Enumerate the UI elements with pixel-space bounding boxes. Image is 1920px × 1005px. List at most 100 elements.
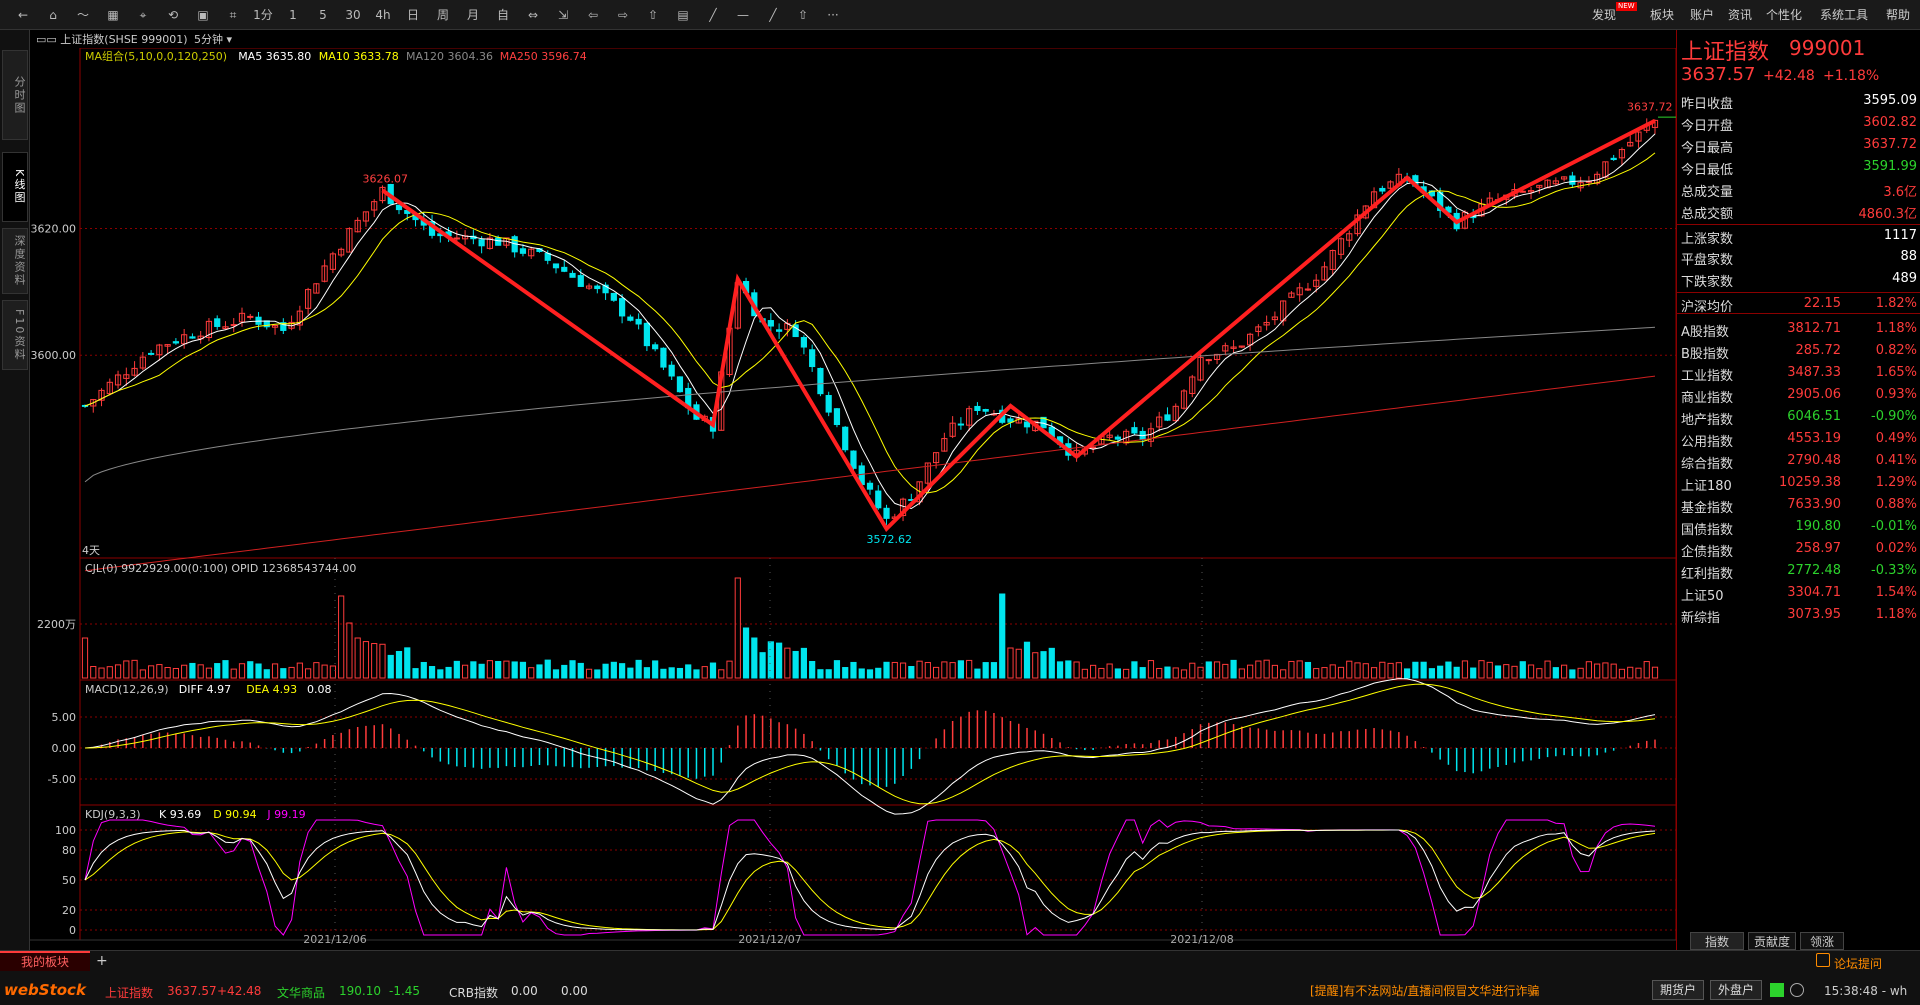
fraud-notice[interactable]: [提醒]有不法网站/直播间假冒文华进行诈骗	[1310, 984, 1540, 998]
candle-body	[817, 367, 824, 395]
toolbar-button-24[interactable]: —	[737, 8, 749, 22]
menu-item-5[interactable]: 系统工具	[1820, 8, 1869, 22]
ticker-name[interactable]: CRB指数	[449, 986, 498, 1000]
index-pct: -0.01%	[1871, 519, 1917, 534]
toolbar-button-18[interactable]: ⇲	[557, 8, 569, 22]
volume-bar	[916, 660, 923, 679]
forum-link[interactable]: 论坛提问	[1834, 957, 1883, 971]
kdj-tick: 0	[69, 924, 76, 937]
quote-change: +42.48	[1763, 68, 1815, 84]
my-board-tab[interactable]: 我的板块	[0, 951, 90, 971]
volume-bar	[792, 650, 799, 679]
toolbar-button-21[interactable]: ⇧	[647, 8, 659, 22]
index-row[interactable]: A股指数 3812.71 1.18%	[1677, 318, 1920, 340]
candle-body	[627, 316, 634, 321]
volume-bar	[1098, 667, 1105, 679]
quote-tab-1[interactable]: 贡献度	[1748, 932, 1796, 950]
candle-body	[156, 344, 163, 356]
menu-item-0[interactable]: 发现	[1592, 8, 1617, 22]
volume-bar	[1453, 666, 1460, 679]
kdj-tick: 80	[62, 844, 76, 857]
menu-item-2[interactable]: 账户	[1690, 8, 1715, 22]
quote-tab-0[interactable]: 指数	[1690, 932, 1744, 950]
macd-legend-item: 0.08	[307, 683, 332, 696]
side-tab-0[interactable]: 分时图	[2, 50, 28, 140]
menu-item-1[interactable]: 板块	[1650, 8, 1675, 22]
volume-bar	[1139, 667, 1146, 679]
toolbar-button-22[interactable]: ▤	[677, 8, 689, 22]
date-label: 2021/12/07	[738, 933, 801, 946]
volume-bar	[528, 667, 535, 679]
toolbar-button-9[interactable]: 1	[289, 8, 297, 22]
volume-bar	[784, 647, 791, 679]
toolbar-button-17[interactable]: ⇔	[527, 8, 539, 22]
kline-chart[interactable]: ▭▭ 上证指数(SHSE 999001) 5分钟 ▾ MA组合(5,10,0,0,1…	[30, 30, 1677, 950]
volume-bar	[1164, 666, 1171, 679]
index-row[interactable]: 国债指数 190.80 -0.01%	[1677, 516, 1920, 538]
index-row[interactable]: 工业指数 3487.33 1.65%	[1677, 362, 1920, 384]
candle-body	[982, 409, 989, 412]
volume-bar	[1519, 661, 1526, 679]
menu-item-6[interactable]: 帮助	[1886, 8, 1911, 22]
toolbar-button-1[interactable]: ⌂	[49, 8, 57, 22]
side-tab-1[interactable]: K线图	[2, 152, 28, 222]
toolbar-button-15[interactable]: 月	[466, 8, 479, 22]
toolbar-button-27[interactable]: ···	[827, 8, 839, 22]
index-row[interactable]: 综合指数 2790.48 0.41%	[1677, 450, 1920, 472]
toolbar-button-16[interactable]: 自	[496, 8, 509, 22]
toolbar-button-5[interactable]: ⟲	[167, 8, 179, 22]
toolbar-button-20[interactable]: ⇨	[617, 8, 629, 22]
toolbar-button-13[interactable]: 日	[406, 8, 419, 22]
index-row[interactable]: 基金指数 7633.90 0.88%	[1677, 494, 1920, 516]
menu-item-4[interactable]: 个性化	[1766, 8, 1803, 22]
candle-body	[577, 275, 584, 287]
side-tab-3[interactable]: F10资料	[2, 300, 28, 370]
quote-tab-2[interactable]: 领涨	[1800, 932, 1844, 950]
index-row[interactable]: 上证50 3304.71 1.54%	[1677, 582, 1920, 604]
add-board-button[interactable]: +	[96, 953, 108, 969]
candle-body	[635, 318, 642, 325]
toolbar-button-8[interactable]: 1分	[253, 8, 273, 22]
volume-bar	[148, 665, 155, 679]
volume-bar	[817, 669, 824, 679]
ticker-name[interactable]: 文华商品	[277, 986, 326, 1000]
connection-icon	[1770, 983, 1784, 997]
index-row[interactable]: 新综指 3073.95 1.18%	[1677, 604, 1920, 626]
index-row[interactable]: 企债指数 258.97 0.02%	[1677, 538, 1920, 560]
ticker-name[interactable]: 上证指数	[105, 986, 154, 1000]
index-row[interactable]: 公用指数 4553.19 0.49%	[1677, 428, 1920, 450]
side-tab-2[interactable]: 深度资料	[2, 228, 28, 294]
chart-area[interactable]: ▭▭ 上证指数(SHSE 999001) 5分钟 ▾ MA组合(5,10,0,0,1…	[30, 30, 1677, 950]
toolbar-button-10[interactable]: 5	[319, 8, 327, 22]
index-row[interactable]: 红利指数 2772.48 -0.33%	[1677, 560, 1920, 582]
toolbar-button-3[interactable]: ▦	[107, 8, 119, 22]
stat-value: 4860.3亿	[1858, 207, 1918, 222]
foreign-account-button[interactable]: 外盘户	[1710, 980, 1762, 1000]
futures-account-button[interactable]: 期货户	[1652, 980, 1704, 1000]
index-row[interactable]: 商业指数 2905.06 0.93%	[1677, 384, 1920, 406]
toolbar-button-23[interactable]: ╱	[709, 8, 717, 22]
toolbar-button-25[interactable]: ╱	[769, 8, 777, 22]
volume-bar	[1552, 667, 1559, 679]
toolbar-button-14[interactable]: 周	[436, 8, 449, 22]
toolbar-button-7[interactable]: ⌗	[229, 8, 237, 22]
toolbar-button-26[interactable]: ⇧	[797, 8, 809, 22]
candle-body	[247, 315, 254, 318]
toolbar-button-11[interactable]: 30	[345, 8, 361, 22]
index-row[interactable]: B股指数 285.72 0.82%	[1677, 340, 1920, 362]
candle-body	[321, 265, 328, 282]
toolbar-button-12[interactable]: 4h	[375, 8, 391, 22]
volume-bar	[519, 661, 527, 679]
toolbar-button-4[interactable]: ⌖	[139, 8, 147, 22]
menu-item-3[interactable]: 资讯	[1728, 8, 1753, 22]
toolbar-button-19[interactable]: ⇦	[587, 8, 599, 22]
volume-bar	[338, 595, 345, 679]
index-value: 2905.06	[1787, 387, 1841, 402]
index-row[interactable]: 上证180 10259.38 1.29%	[1677, 472, 1920, 494]
index-row[interactable]: 地产指数 6046.51 -0.90%	[1677, 406, 1920, 428]
toolbar-button-2[interactable]: 〜	[76, 8, 89, 22]
toolbar-button-6[interactable]: ▣	[197, 8, 209, 22]
toolbar-button-0[interactable]: ←	[17, 8, 29, 22]
volume-bar	[825, 669, 832, 679]
index-pct: 1.65%	[1875, 365, 1917, 380]
